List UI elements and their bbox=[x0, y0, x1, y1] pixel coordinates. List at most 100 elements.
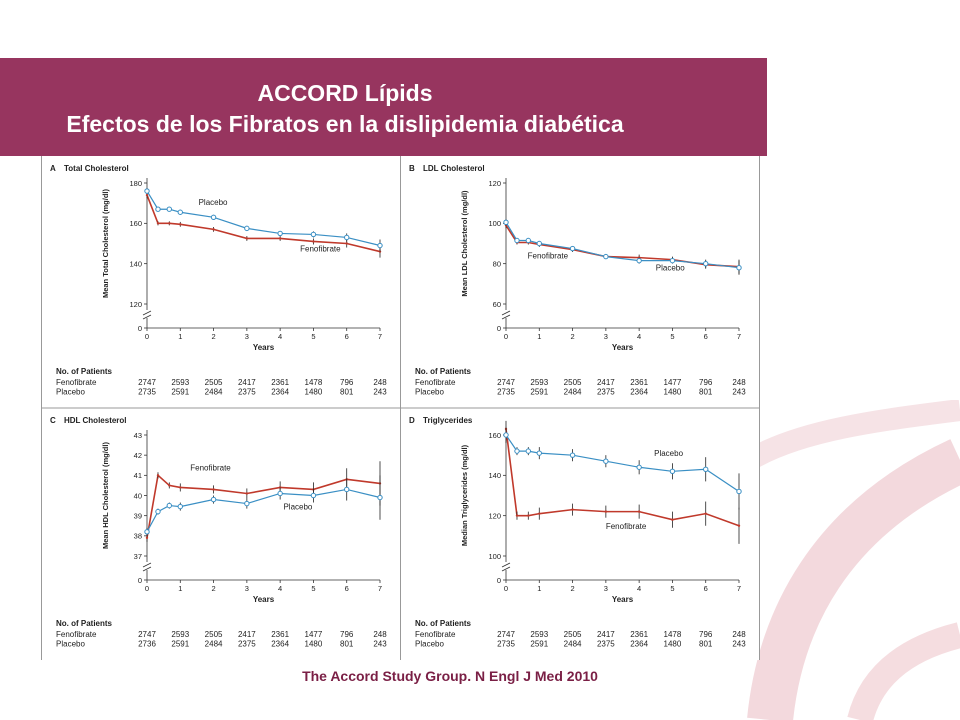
data-point bbox=[569, 452, 576, 458]
y-tick-label: 140 bbox=[129, 259, 142, 268]
patients-row-name: Placebo bbox=[415, 388, 444, 397]
series-fenofibrate bbox=[504, 420, 741, 544]
patients-count: 2736 bbox=[138, 640, 156, 649]
x-tick-label: 3 bbox=[604, 584, 608, 593]
panel-title: HDL Cholesterol bbox=[64, 416, 127, 425]
data-point bbox=[156, 222, 160, 225]
panel-triglycerides: D Triglycerides Median Triglycerides (mg/d… bbox=[401, 408, 759, 660]
patients-row-name: Placebo bbox=[56, 388, 85, 397]
patients-count: 801 bbox=[340, 640, 354, 649]
data-point bbox=[245, 492, 249, 495]
data-point bbox=[344, 486, 350, 493]
data-point bbox=[704, 512, 707, 515]
patients-header: No. of Patients bbox=[415, 619, 472, 628]
x-tick-label: 0 bbox=[504, 332, 508, 341]
banner-subtitle: Efectos de los Fibratos en la dislipidem… bbox=[66, 111, 624, 137]
patients-count: 1480 bbox=[664, 640, 682, 649]
y-axis-label: Mean LDL Cholesterol (mg/dl) bbox=[460, 190, 469, 297]
patients-count: 1477 bbox=[664, 378, 682, 387]
panel-hdl-cholesterol: C HDL Cholesterol Mean HDL Cholesterol (mg… bbox=[42, 408, 400, 660]
y-tick-label: 140 bbox=[488, 471, 501, 480]
data-point bbox=[179, 223, 182, 226]
y-tick-label: 180 bbox=[129, 179, 142, 188]
patients-count: 243 bbox=[373, 388, 387, 397]
patients-count: 2417 bbox=[238, 630, 256, 639]
data-point bbox=[636, 257, 642, 264]
patients-count: 243 bbox=[732, 640, 746, 649]
series-placebo bbox=[144, 188, 383, 252]
patients-count: 2417 bbox=[597, 630, 615, 639]
patients-count: 2593 bbox=[171, 378, 189, 387]
y-zero-label: 0 bbox=[497, 324, 501, 333]
patients-count: 1478 bbox=[664, 630, 682, 639]
data-point bbox=[525, 448, 532, 454]
patients-count: 2735 bbox=[138, 388, 156, 397]
panel-letter: A bbox=[50, 164, 56, 173]
series-line bbox=[505, 222, 740, 269]
patients-count: 2735 bbox=[497, 388, 515, 397]
data-point bbox=[525, 237, 532, 244]
patients-count: 243 bbox=[373, 640, 387, 649]
data-point bbox=[515, 514, 519, 517]
panel-letter: B bbox=[409, 164, 415, 173]
patients-count: 2747 bbox=[497, 378, 515, 387]
series-line bbox=[146, 488, 381, 533]
data-point bbox=[536, 450, 542, 456]
patients-count: 2484 bbox=[205, 640, 223, 649]
axis-break-mark bbox=[142, 562, 152, 568]
data-point bbox=[212, 488, 215, 491]
patients-header: No. of Patients bbox=[56, 367, 113, 376]
x-tick-label: 6 bbox=[704, 332, 708, 341]
y-tick-label: 39 bbox=[134, 511, 142, 520]
series-line bbox=[146, 190, 381, 247]
patients-count: 1478 bbox=[305, 378, 323, 387]
axis-break-mark bbox=[501, 562, 511, 568]
patients-count: 2747 bbox=[138, 630, 156, 639]
patients-count: 2591 bbox=[530, 640, 548, 649]
data-point bbox=[210, 496, 217, 503]
x-tick-label: 1 bbox=[178, 584, 182, 593]
patients-count: 2361 bbox=[271, 630, 289, 639]
series-placebo bbox=[144, 475, 383, 536]
data-point bbox=[244, 225, 250, 232]
data-point bbox=[310, 231, 317, 238]
data-point bbox=[168, 484, 171, 487]
series-annotation: Placebo bbox=[656, 264, 685, 273]
patients-count: 801 bbox=[699, 640, 713, 649]
data-point bbox=[514, 237, 520, 244]
x-tick-label: 2 bbox=[570, 332, 574, 341]
x-tick-label: 6 bbox=[345, 332, 349, 341]
data-point bbox=[155, 508, 161, 515]
patients-count: 2417 bbox=[238, 378, 256, 387]
y-tick-label: 43 bbox=[134, 431, 142, 440]
series-placebo bbox=[503, 219, 742, 275]
patients-row-name: Fenofibrate bbox=[415, 378, 456, 387]
data-point bbox=[277, 230, 283, 237]
x-tick-label: 4 bbox=[637, 332, 641, 341]
figure-panels: A Total Cholesterol Mean Total Cholesterol… bbox=[41, 156, 760, 660]
x-tick-label: 5 bbox=[311, 332, 315, 341]
patients-count: 2505 bbox=[205, 378, 223, 387]
panel-total-cholesterol: A Total Cholesterol Mean Total Cholesterol… bbox=[42, 156, 400, 408]
patients-count: 796 bbox=[340, 378, 354, 387]
data-point bbox=[736, 488, 742, 495]
patients-count: 2375 bbox=[238, 388, 256, 397]
patients-count: 2591 bbox=[171, 388, 189, 397]
patients-count: 248 bbox=[373, 630, 387, 639]
patients-count: 2505 bbox=[205, 630, 223, 639]
data-point bbox=[538, 512, 541, 515]
patients-count: 2364 bbox=[271, 640, 289, 649]
patients-row-name: Fenofibrate bbox=[56, 378, 97, 387]
patients-row-name: Fenofibrate bbox=[415, 630, 456, 639]
x-tick-label: 3 bbox=[604, 332, 608, 341]
data-point bbox=[345, 242, 348, 245]
patients-count: 2375 bbox=[597, 388, 615, 397]
patients-header: No. of Patients bbox=[56, 619, 113, 628]
data-point bbox=[144, 529, 150, 535]
series-annotation: Fenofibrate bbox=[606, 522, 647, 531]
series-annotation: Placebo bbox=[654, 449, 683, 458]
data-point bbox=[604, 510, 608, 513]
data-point bbox=[277, 490, 283, 497]
x-tick-label: 2 bbox=[570, 584, 574, 593]
data-point bbox=[636, 464, 642, 470]
